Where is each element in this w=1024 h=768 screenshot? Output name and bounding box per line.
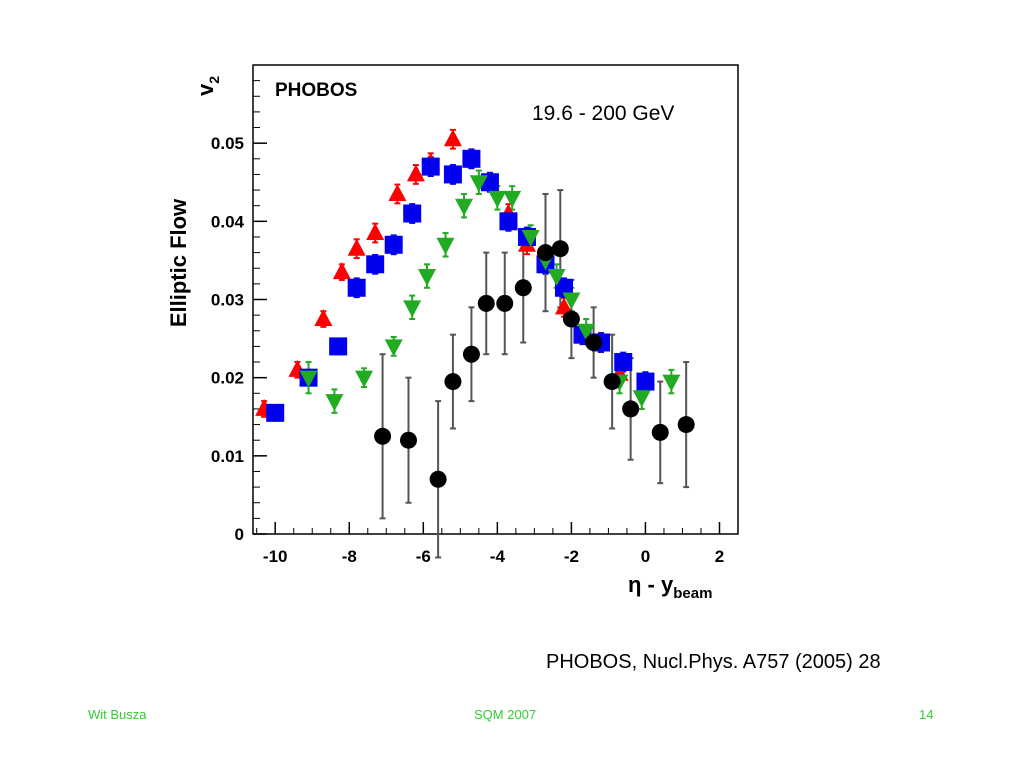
data-point-square [403, 204, 422, 223]
data-point-triangle-down [384, 339, 403, 357]
x-label-main: η - y [628, 572, 674, 597]
data-point-triangle-down [455, 198, 474, 216]
data-point-triangle-down [403, 300, 422, 318]
data-point-circle [399, 431, 417, 449]
y-tick-label: 0.03 [211, 291, 244, 310]
data-point-triangle-up [388, 183, 407, 201]
data-point-square [462, 149, 481, 168]
data-point-square [443, 165, 462, 184]
y-symbol-sub: 2 [206, 76, 222, 84]
y-tick-label: 0.02 [211, 369, 244, 388]
data-point-circle [477, 294, 495, 312]
data-point-circle [603, 373, 621, 391]
plot-frame [252, 64, 739, 535]
data-point-triangle-up [406, 164, 425, 182]
data-point-circle [585, 333, 603, 351]
x-tick-label: 0 [641, 547, 650, 566]
data-point-triangle-down [469, 175, 488, 193]
y-tick-label: 0 [235, 525, 244, 544]
x-label-sub: beam [673, 585, 712, 602]
data-point-triangle-down [418, 269, 437, 287]
tick-labels: -10 -8 -6 -4 -2 0 2 0 0.01 0.02 0.03 0.04 0.05 [211, 134, 724, 566]
data-point-circle [551, 240, 569, 258]
data-point-square [421, 157, 440, 176]
data-point-triangle-up [314, 309, 333, 327]
data-point-circle [374, 427, 392, 445]
data-point-triangle-down [503, 190, 522, 208]
data-point-triangle-up [443, 129, 462, 147]
data-point-square [366, 255, 385, 274]
data-point-square [266, 403, 285, 422]
data-point-triangle-down [299, 370, 318, 388]
data-point-triangle-up [332, 262, 351, 280]
axis-ticks [253, 80, 739, 535]
data-point-triangle-up [366, 223, 385, 241]
data-point-square [636, 372, 655, 391]
x-tick-label: -8 [342, 547, 357, 566]
data-point-square [499, 212, 518, 231]
data-point-circle [536, 244, 554, 262]
data-markers [255, 129, 695, 488]
y-tick-label: 0.01 [211, 447, 244, 466]
footer-conference: SQM 2007 [474, 707, 537, 722]
x-axis-label: η - ybeam [628, 572, 712, 602]
data-point-circle [677, 416, 695, 434]
data-point-square [329, 337, 348, 356]
x-tick-label: -6 [416, 547, 431, 566]
data-point-circle [496, 294, 514, 312]
data-point-square [614, 353, 633, 372]
x-tick-label: -4 [490, 547, 506, 566]
citation: PHOBOS, Nucl.Phys. A757 (2005) 28 [546, 651, 881, 673]
y-axis-label: Elliptic Flow [166, 198, 191, 327]
data-point-circle [651, 423, 669, 441]
data-point-circle [562, 310, 580, 328]
data-point-triangle-down [562, 292, 581, 310]
data-point-triangle-down [577, 323, 596, 341]
data-point-triangle-down [325, 394, 344, 412]
data-point-circle [514, 279, 532, 297]
data-point-circle [444, 373, 462, 391]
data-point-triangle-down [488, 190, 507, 208]
experiment-label: PHOBOS [275, 80, 357, 101]
data-point-triangle-down [521, 229, 540, 247]
data-point-triangle-down [436, 237, 455, 255]
data-point-triangle-down [662, 374, 681, 392]
data-point-circle [622, 400, 640, 418]
y-tick-label: 0.04 [211, 212, 245, 231]
svg-text:v2: v2 [193, 76, 222, 96]
data-point-triangle-down [632, 390, 651, 408]
data-point-square [554, 278, 573, 297]
y-tick-label: 0.05 [211, 134, 244, 153]
error-bars [261, 128, 690, 559]
data-point-circle [462, 345, 480, 363]
footer-author: Wit Busza [88, 707, 147, 722]
y-symbol-main: v [193, 83, 218, 96]
x-tick-label: 2 [715, 547, 724, 566]
data-point-triangle-down [355, 370, 374, 388]
y-axis-symbol: v2 [193, 76, 222, 96]
data-point-triangle-up [347, 238, 366, 256]
data-point-triangle-up [554, 297, 573, 315]
data-point-square [347, 278, 366, 297]
data-point-circle [429, 470, 447, 488]
data-point-triangle-down [547, 269, 566, 287]
footer-page-number: 14 [919, 707, 934, 722]
x-tick-label: -10 [263, 547, 288, 566]
x-tick-label: -2 [564, 547, 579, 566]
data-point-square [384, 235, 403, 254]
energy-annotation: 19.6 - 200 GeV [532, 102, 674, 125]
